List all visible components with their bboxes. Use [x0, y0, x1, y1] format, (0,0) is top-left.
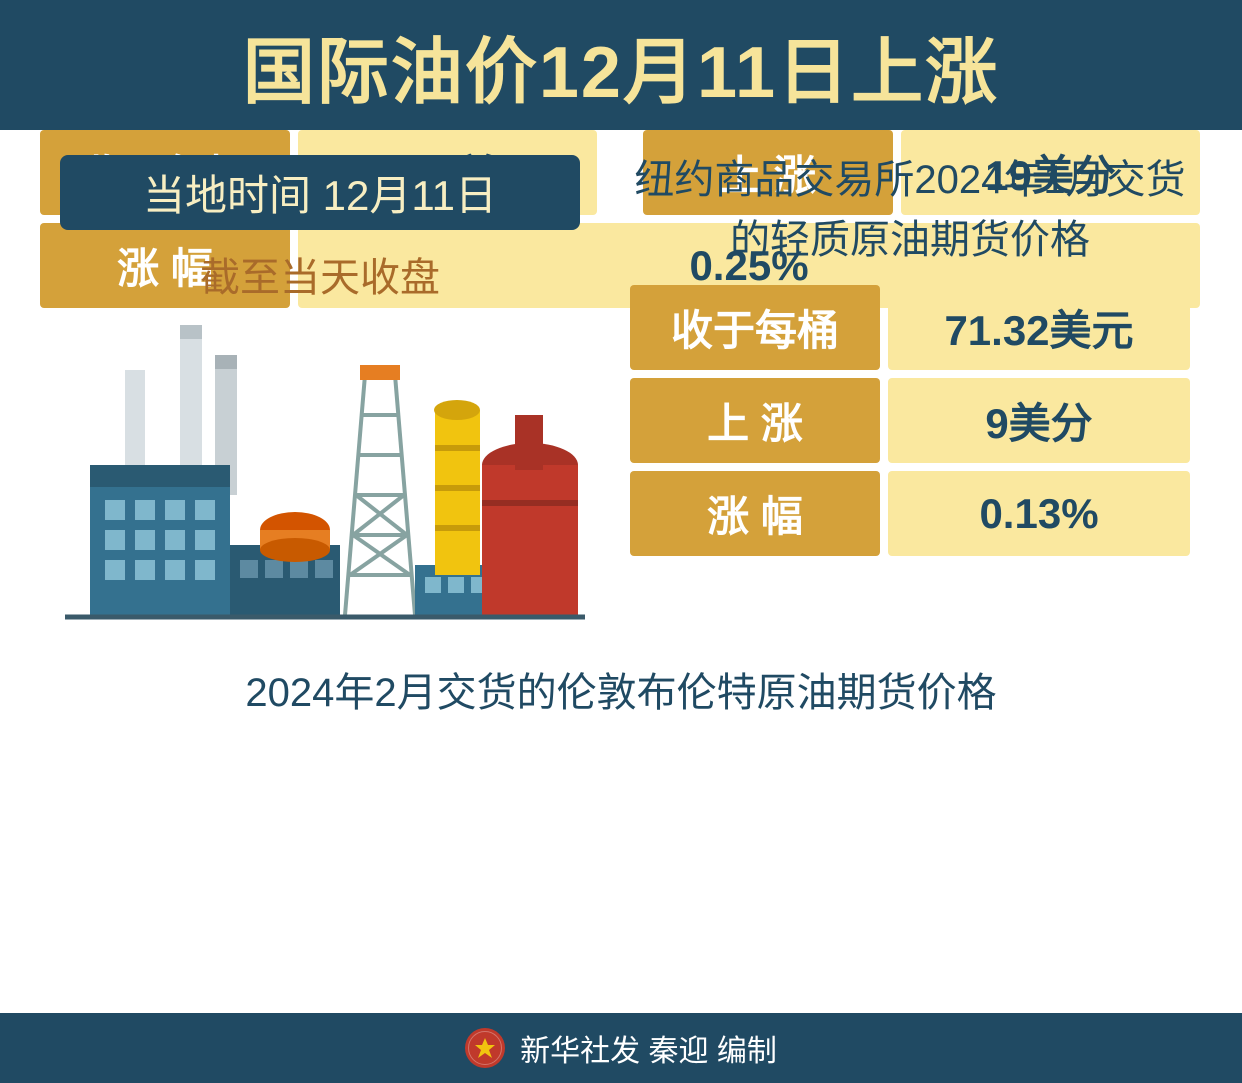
xinhua-logo-icon	[465, 1028, 505, 1068]
factory-illustration	[60, 315, 590, 635]
cell-label: 收于每桶	[630, 285, 880, 370]
cell-label: 上 涨	[630, 378, 880, 463]
page-title: 国际油价12月11日上涨	[243, 13, 999, 118]
header: 国际油价12月11日上涨	[0, 0, 1242, 130]
table-row: 收于每桶 71.32美元	[630, 285, 1190, 370]
table-row: 上 涨 9美分	[630, 378, 1190, 463]
section1-description: 纽约商品交易所2024年1月交货的轻质原油期货价格	[630, 150, 1190, 270]
cell-value: 9美分	[888, 378, 1190, 463]
table-row: 涨 幅 0.13%	[630, 471, 1190, 556]
section1-table: 收于每桶 71.32美元 上 涨 9美分 涨 幅 0.13%	[630, 285, 1190, 556]
cell-value: 0.13%	[888, 471, 1190, 556]
footer-text: 新华社发 秦迎 编制	[520, 1026, 777, 1070]
footer: 新华社发 秦迎 编制	[0, 1013, 1242, 1083]
cell-value: 71.32美元	[888, 285, 1190, 370]
cell-label: 涨 幅	[630, 471, 880, 556]
section2-description: 2024年2月交货的伦敦布伦特原油期货价格	[0, 660, 1242, 718]
subtitle: 截至当天收盘	[60, 245, 580, 303]
date-box: 当地时间 12月11日	[60, 155, 580, 230]
